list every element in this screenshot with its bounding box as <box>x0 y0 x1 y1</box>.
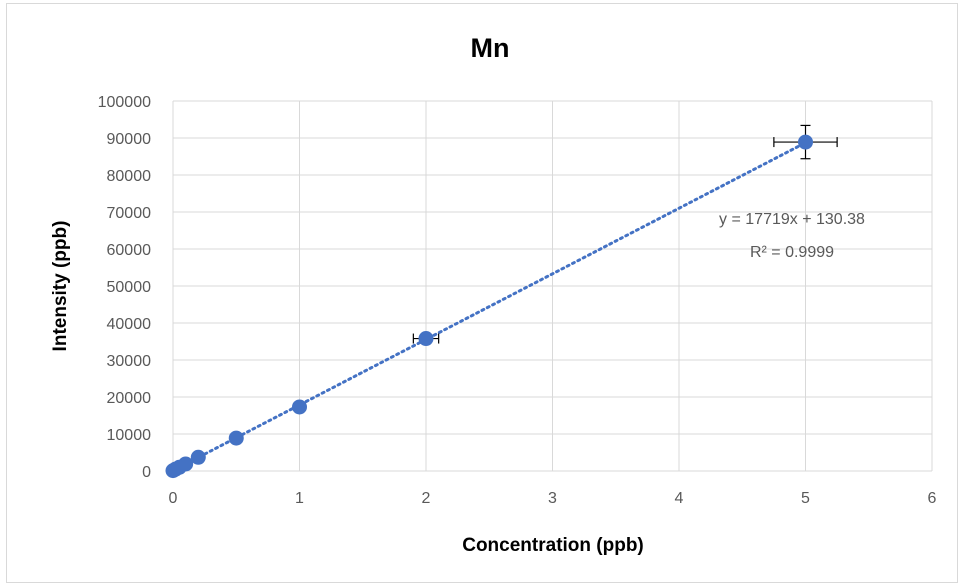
data-point <box>178 456 194 472</box>
x-tick-label: 0 <box>169 490 178 507</box>
y-tick-label: 20000 <box>107 390 152 407</box>
x-tick-label: 1 <box>295 490 304 507</box>
trendline-r-squared: R² = 0.9999 <box>750 244 834 261</box>
y-tick-label: 10000 <box>107 427 152 444</box>
x-tick-label: 3 <box>548 490 557 507</box>
trendline <box>171 141 807 473</box>
x-tick-label: 6 <box>928 490 937 507</box>
data-point <box>190 449 206 465</box>
y-tick-label: 100000 <box>98 94 151 111</box>
data-point <box>798 134 813 150</box>
x-tick-labels: 0 1 2 3 4 5 6 <box>169 490 937 507</box>
y-tick-label: 60000 <box>107 242 152 259</box>
data-point <box>292 399 307 415</box>
y-tick-label: 70000 <box>107 205 152 222</box>
trendline-group <box>171 141 807 473</box>
data-point <box>228 430 244 446</box>
y-tick-labels: 0 10000 20000 30000 40000 50000 60000 70000 8000… <box>98 94 151 481</box>
y-tick-label: 50000 <box>107 279 152 296</box>
data-points <box>165 134 813 479</box>
x-tick-label: 2 <box>422 490 431 507</box>
y-tick-label: 0 <box>142 464 151 481</box>
x-axis-title: Concentration (ppb) <box>462 535 644 556</box>
y-tick-label: 40000 <box>107 316 152 333</box>
data-point <box>418 331 434 347</box>
y-tick-label: 90000 <box>107 131 152 148</box>
y-tick-label: 80000 <box>107 168 152 185</box>
chart-title: Mn <box>471 33 510 63</box>
y-axis-title: Intensity (ppb) <box>50 221 71 352</box>
gridlines <box>172 100 933 472</box>
chart-frame <box>6 3 958 583</box>
x-tick-label: 4 <box>675 490 684 507</box>
x-tick-label: 5 <box>801 490 810 507</box>
trendline-equation: y = 17719x + 130.38 <box>719 211 865 228</box>
y-tick-label: 30000 <box>107 353 152 370</box>
